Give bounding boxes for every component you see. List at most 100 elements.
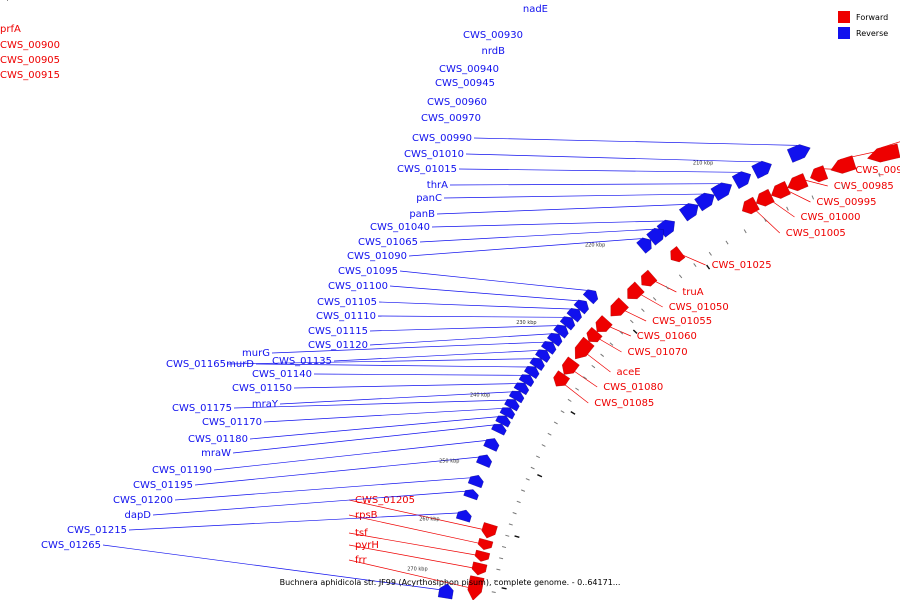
reverse-gene-arrow: [694, 192, 715, 212]
orf-tick: [512, 512, 517, 515]
legend-reverse-label: Reverse: [856, 28, 889, 38]
tick-label: 210 kbp: [693, 160, 713, 166]
orf-tick: [541, 444, 546, 447]
reverse-gene-leader: [232, 424, 494, 454]
reverse-gene-arrow: [491, 423, 507, 436]
reverse-gene-leader: [449, 183, 720, 186]
feature-tick: [501, 587, 507, 590]
tick-label: 260 kbp: [419, 517, 439, 523]
reverse-gene-label: CWS_01100: [328, 281, 388, 292]
reverse-gene-label: CWS_01215: [67, 525, 127, 536]
reverse-gene-leader: [293, 383, 517, 389]
reverse-gene-leader: [408, 238, 642, 257]
reverse-gene-label: CWS_01170: [202, 417, 262, 428]
reverse-gene-arrow: [504, 399, 520, 412]
tick-label: 220 kbp: [585, 242, 605, 248]
reverse-gene-leader: [263, 408, 503, 423]
reverse-gene-leader: [227, 358, 533, 365]
reverse-gene-label: CWS_01095: [338, 266, 398, 277]
reverse-gene-leader: [443, 193, 703, 199]
forward-gene-label: frr: [355, 555, 367, 566]
orf-tick: [501, 546, 507, 549]
orf-tick: [591, 364, 596, 369]
reverse-gene-label: murD: [226, 359, 254, 370]
reverse-gene-label: murG: [242, 348, 270, 359]
reverse-gene-leader: [213, 440, 486, 471]
forward-gene-arrow: [830, 155, 857, 174]
reverse-gene-arrow: [636, 237, 652, 254]
reverse-gene-arrow: [751, 160, 772, 179]
legend-reverse: Reverse: [838, 25, 888, 41]
forward-gene-arrow: [670, 246, 686, 263]
reverse-gene-leader: [249, 416, 498, 440]
forward-gene-leader: [760, 192, 795, 218]
reverse-gene-leader: [152, 490, 466, 516]
reverse-gene-label: thrA: [427, 180, 448, 191]
reverse-gene-leader: [419, 228, 653, 243]
reverse-gene-leader: [369, 325, 557, 332]
orf-tick: [763, 217, 767, 222]
reverse-gene-label: CWS_00970: [421, 113, 481, 124]
forward-gene-arrow: [467, 575, 485, 600]
feature-tick: [537, 474, 543, 478]
forward-gene-label: pyrH: [355, 540, 379, 551]
reverse-gene-arrow: [553, 324, 569, 339]
forward-gene-label: CWS_00900: [0, 40, 60, 51]
forward-gene-arrow: [471, 561, 488, 576]
forward-gene-leader: [348, 544, 473, 569]
reverse-gene-leader: [255, 363, 527, 368]
reverse-gene-leader: [465, 153, 761, 163]
orf-tick: [725, 240, 729, 245]
reverse-gene-leader: [436, 204, 687, 215]
forward-gene-label: CWS_00980: [855, 165, 900, 176]
reverse-gene-leader: [399, 270, 587, 291]
orf-tick: [652, 297, 657, 301]
forward-gene-arrow: [810, 165, 829, 183]
forward-gene-label: CWS_01085: [594, 398, 654, 409]
forward-gene-leader: [815, 168, 850, 171]
reverse-gene-label: CWS_01040: [370, 222, 430, 233]
orf-tick: [641, 308, 645, 312]
forward-gene-leader: [745, 200, 781, 234]
reverse-gene-arrow: [678, 203, 699, 222]
tick-label: 190 kbp: [0, 0, 10, 2]
reverse-gene-arrow: [787, 144, 811, 163]
tick-label: 240 kbp: [470, 392, 490, 398]
forward-gene-arrow: [574, 336, 595, 360]
reverse-gene-label: CWS_01010: [404, 149, 464, 160]
forward-swatch: [838, 11, 850, 23]
reverse-gene-arrow: [582, 289, 599, 305]
forward-gene-label: CWS_01025: [712, 260, 772, 271]
reverse-gene-arrow: [513, 382, 530, 396]
reverse-gene-label: CWS_01165: [166, 359, 226, 370]
orf-tick: [567, 398, 572, 402]
reverse-gene-arrow: [710, 182, 732, 202]
legend: Forward Reverse: [838, 9, 888, 41]
forward-gene-arrow: [481, 522, 498, 539]
reverse-gene-label: CWS_01120: [308, 340, 368, 351]
orf-tick: [560, 410, 565, 414]
forward-gene-leader: [776, 184, 811, 203]
forward-gene-label: truA: [682, 287, 703, 298]
tick-label: 200 kbp: [0, 0, 10, 2]
orf-tick: [693, 263, 697, 267]
orf-tick: [520, 489, 526, 492]
reverse-gene-arrow: [508, 390, 525, 404]
reverse-gene-leader: [333, 350, 539, 362]
reverse-gene-label: CWS_00990: [412, 133, 472, 144]
orf-tick: [678, 274, 683, 279]
forward-gene-label: tsf: [355, 528, 368, 539]
forward-gene-label: CWS_01005: [786, 228, 846, 239]
reverse-gene-arrow: [535, 349, 551, 363]
orf-tick: [619, 331, 624, 335]
reverse-gene-leader: [458, 168, 740, 173]
orf-tick: [505, 534, 510, 537]
reverse-gene-label: CWS_00960: [427, 97, 487, 108]
reverse-gene-arrow: [731, 171, 751, 190]
orf-tick: [530, 466, 535, 470]
reverse-gene-arrow: [456, 509, 472, 523]
reverse-gene-label: mraY: [252, 399, 279, 410]
feature-tick: [514, 535, 520, 539]
orf-tick: [708, 251, 712, 256]
tick-label: 250 kbp: [439, 458, 459, 464]
